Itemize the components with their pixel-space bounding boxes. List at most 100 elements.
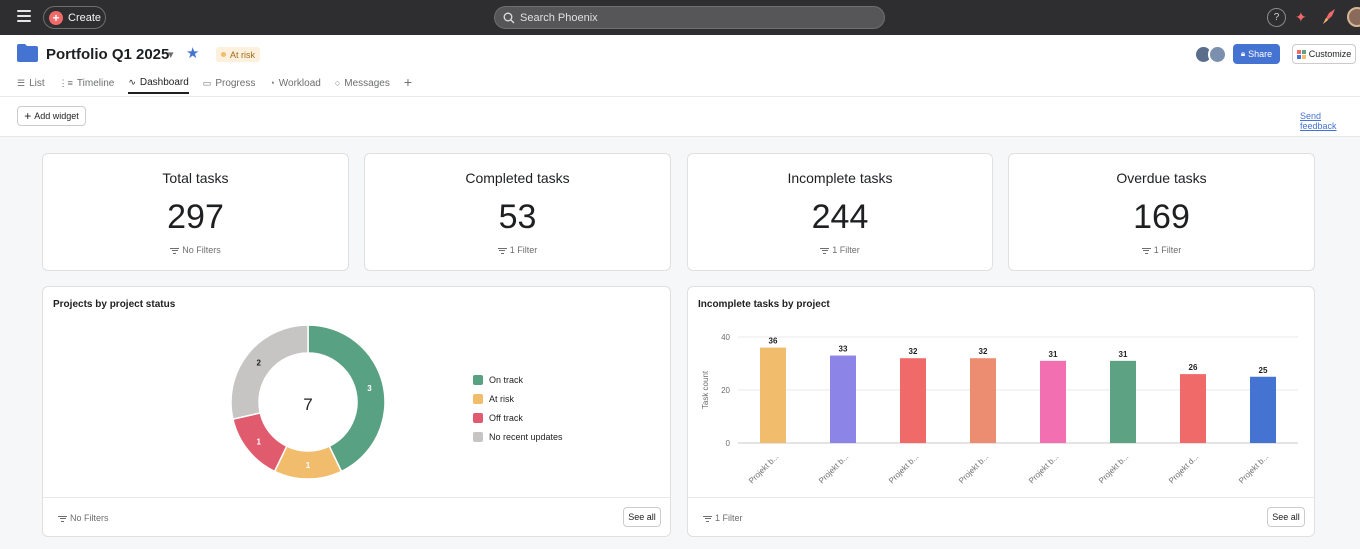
share-button[interactable]: 🔒︎ Share [1233, 44, 1280, 64]
legend-label: At risk [489, 393, 515, 404]
bar-value-label: 31 [1049, 350, 1058, 359]
legend-swatch [473, 393, 483, 404]
tab-bar: ☰ List ⋮≡ Timeline ∿ Dashboard ▭ Progress ◔ W… [17, 72, 412, 95]
stat-title: Overdue tasks [1116, 170, 1207, 186]
x-tick-label: Projekt b... [887, 452, 920, 485]
incomplete-tasks-widget[interactable]: Incomplete tasks by project 0 20 40 Task co… [687, 286, 1315, 537]
bar-value-label: 31 [1119, 350, 1128, 359]
stat-card-incomplete[interactable]: Incomplete tasks 244 1 Filter [687, 153, 993, 271]
ai-sparkle-icon[interactable]: ✦ [1295, 9, 1307, 25]
bar-value-label: 32 [979, 347, 988, 356]
stat-filter[interactable]: 1 Filter [1009, 245, 1314, 255]
stat-card-completed[interactable]: Completed tasks 53 1 Filter [364, 153, 671, 271]
legend-label: Off track [489, 412, 523, 423]
widget-filter[interactable]: No Filters [58, 513, 109, 523]
project-header: Portfolio Q1 2025 ▾ ★ At risk 🔒︎ Share C… [0, 35, 1360, 97]
member-avatars[interactable] [1194, 45, 1228, 65]
stat-card-overdue[interactable]: Overdue tasks 169 1 Filter [1008, 153, 1315, 271]
legend-swatch [473, 431, 483, 442]
bar-value-label: 25 [1259, 366, 1268, 375]
see-all-button[interactable]: See all [623, 507, 661, 527]
status-badge[interactable]: At risk [216, 47, 261, 62]
tab-label: Dashboard [139, 76, 189, 88]
tab-workload[interactable]: ◔ Workload [269, 72, 321, 94]
stat-value: 169 [1133, 198, 1190, 236]
bar[interactable] [900, 358, 926, 443]
filter-label: No Filters [182, 245, 221, 255]
add-tab-icon[interactable]: + [403, 74, 413, 90]
bar[interactable] [1180, 374, 1206, 443]
send-feedback-link[interactable]: Send feedback [1300, 111, 1337, 131]
widget-filter[interactable]: 1 Filter [703, 513, 743, 523]
donut-slice[interactable] [230, 324, 309, 421]
chart-legend: On track At risk Off track No recent update… [473, 370, 563, 446]
list-icon: ☰ [17, 77, 26, 88]
stat-filter[interactable]: 1 Filter [688, 245, 992, 255]
x-tick-label: Projekt b... [1237, 452, 1270, 485]
add-widget-button[interactable]: + Add widget [17, 106, 86, 126]
tab-timeline[interactable]: ⋮≡ Timeline [59, 72, 115, 94]
bar-value-label: 33 [839, 345, 848, 354]
chevron-down-icon[interactable]: ▾ [168, 49, 174, 61]
create-button[interactable]: + Create [43, 6, 106, 29]
user-avatar[interactable] [1347, 7, 1360, 27]
filter-icon [703, 514, 712, 523]
menu-icon[interactable] [17, 10, 31, 22]
legend-swatch [473, 412, 483, 423]
legend-item[interactable]: Off track [473, 408, 563, 427]
tab-list[interactable]: ☰ List [17, 72, 45, 94]
stat-value: 244 [811, 198, 869, 236]
y-tick-label: 20 [721, 386, 730, 395]
y-axis-label: Task count [701, 370, 710, 409]
tab-messages[interactable]: ○ Messages [335, 72, 390, 94]
filter-label: 1 Filter [832, 245, 860, 255]
customize-button[interactable]: Customize [1292, 44, 1356, 64]
tab-label: List [29, 77, 45, 89]
widget-footer: 1 Filter See all [688, 497, 1314, 536]
stat-title: Incomplete tasks [787, 170, 893, 186]
tab-dashboard[interactable]: ∿ Dashboard [128, 72, 189, 94]
bar[interactable] [1250, 376, 1276, 443]
widget-footer: No Filters See all [43, 497, 670, 536]
stat-card-total[interactable]: Total tasks 297 No Filters [42, 153, 349, 271]
rocket-icon[interactable] [1320, 7, 1338, 27]
donut-slice-label: 1 [306, 461, 311, 470]
bar[interactable] [1110, 360, 1136, 443]
widget-title: Incomplete tasks by project [698, 299, 830, 310]
bar[interactable] [970, 358, 996, 443]
bar[interactable] [1040, 360, 1066, 443]
donut-slice-label: 3 [367, 384, 372, 393]
tab-label: Progress [215, 77, 256, 89]
x-tick-label: Projekt b... [1027, 452, 1060, 485]
search-placeholder: Search Phoenix [520, 11, 598, 24]
create-label: Create [68, 11, 102, 24]
search-input[interactable]: Search Phoenix [494, 6, 885, 29]
bar[interactable] [830, 355, 856, 443]
progress-icon: ▭ [202, 77, 212, 88]
see-all-button[interactable]: See all [1267, 507, 1305, 527]
share-label: Share [1248, 49, 1273, 59]
legend-item[interactable]: No recent updates [473, 427, 563, 446]
projects-status-widget[interactable]: Projects by project status 7 3 1 1 2 On tra… [42, 286, 671, 537]
legend-item[interactable]: On track [473, 370, 563, 389]
legend-item[interactable]: At risk [473, 389, 563, 408]
donut-slice[interactable] [307, 324, 386, 473]
workload-icon: ◔ [269, 78, 275, 88]
x-tick-label: Projekt b... [747, 452, 780, 485]
filter-label: 1 Filter [509, 245, 538, 255]
donut-center-label: 7 [303, 395, 312, 414]
stat-filter[interactable]: 1 Filter [365, 245, 670, 255]
star-icon[interactable]: ★ [186, 45, 200, 62]
tab-progress[interactable]: ▭ Progress [203, 72, 256, 94]
stat-value: 297 [167, 198, 224, 236]
lock-icon: 🔒︎ [1240, 49, 1246, 58]
dashboard-toolbar: + Add widget Send feedback [0, 97, 1360, 137]
add-widget-label: Add widget [34, 111, 79, 121]
bar[interactable] [760, 347, 786, 443]
avatar [1208, 45, 1227, 64]
stat-title: Completed tasks [465, 170, 570, 186]
filter-icon [170, 246, 180, 255]
help-icon[interactable]: ? [1267, 8, 1286, 27]
plus-icon: + [24, 109, 32, 123]
stat-filter[interactable]: No Filters [43, 245, 348, 255]
